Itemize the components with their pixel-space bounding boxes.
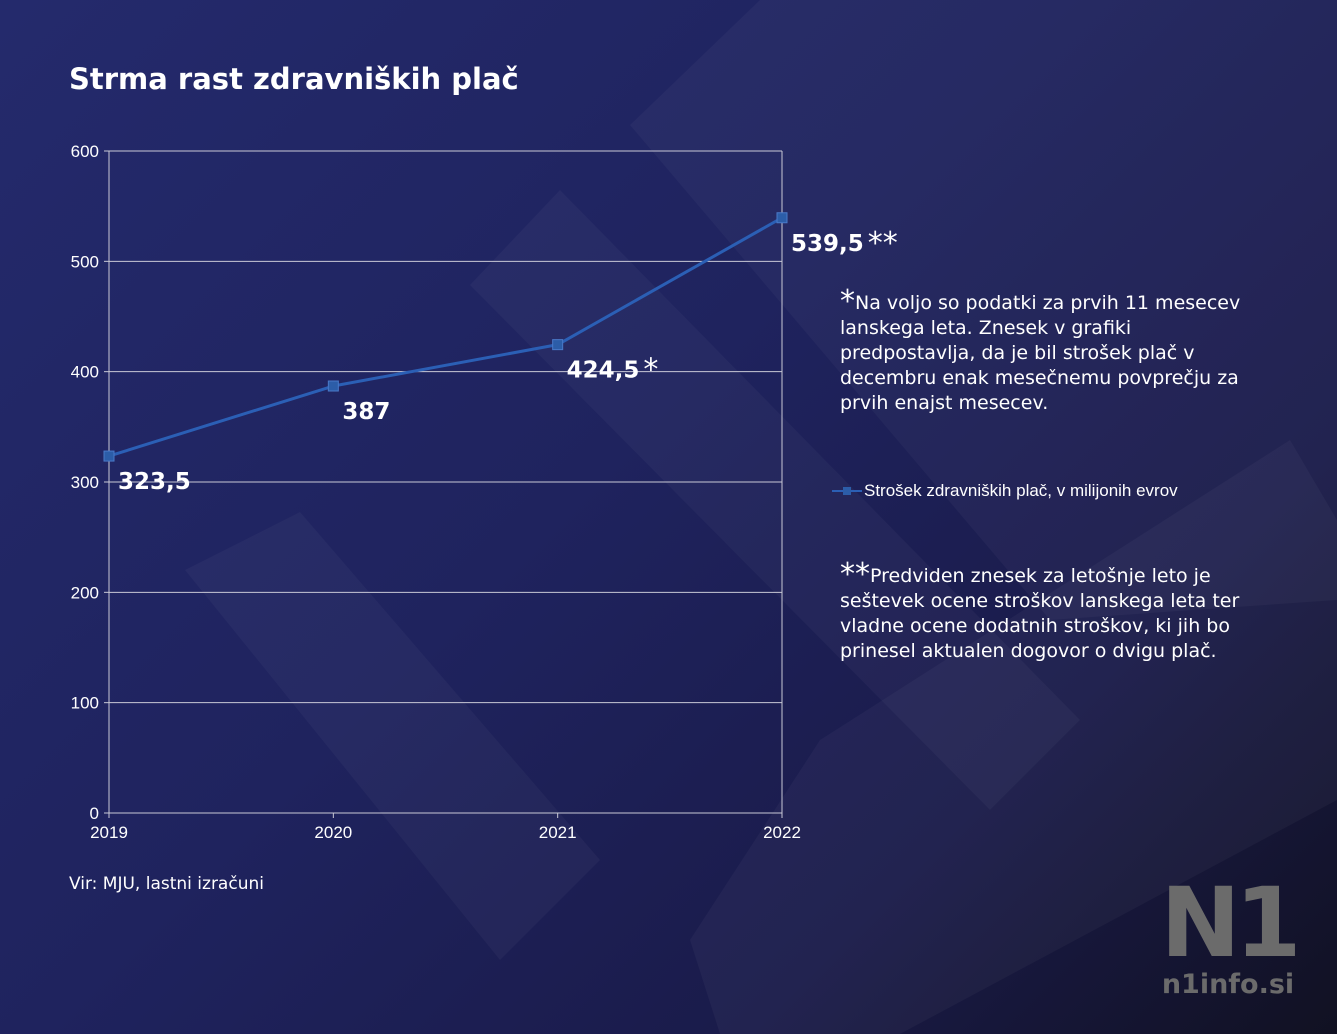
data-label: 539,5 ** — [791, 226, 898, 261]
data-point — [103, 450, 115, 462]
y-tick-label: 500 — [71, 252, 99, 271]
x-tick-label: 2019 — [90, 823, 128, 842]
x-tick-label: 2020 — [314, 823, 352, 842]
y-tick-label: 100 — [71, 694, 99, 713]
brand-url: n1info.si — [1161, 969, 1295, 1000]
x-tick-label: 2022 — [763, 823, 801, 842]
footnote-1-marker: * — [840, 284, 855, 319]
axes — [104, 150, 783, 818]
data-label-marker: * — [643, 353, 658, 388]
y-tick-labels: 0 100 200 300 400 500 600 — [71, 142, 99, 823]
footnote-1-text: Na voljo so podatki za prvih 11 mesecev … — [840, 292, 1241, 414]
data-label: 424,5 * — [567, 353, 659, 388]
legend-label: Strošek zdravniških plač, v milijonih ev… — [864, 481, 1178, 500]
data-label: 323,5 — [118, 469, 191, 495]
footnote-2-text: Predviden znesek za letošnje leto je seš… — [840, 565, 1240, 662]
legend-line-marker-icon — [832, 485, 862, 497]
chart-title: Strma rast zdravniških plač — [69, 62, 519, 96]
x-tick-labels: 2019 2020 2021 2022 — [90, 823, 801, 842]
data-label: 387 — [342, 399, 390, 425]
x-tick-label: 2021 — [539, 823, 577, 842]
data-point — [327, 380, 339, 392]
legend: Strošek zdravniških plač, v milijonih ev… — [832, 481, 1178, 501]
series-line — [108, 216, 783, 458]
y-tick-label: 600 — [71, 142, 99, 161]
y-tick-label: 0 — [90, 804, 99, 823]
data-label-marker: ** — [868, 226, 898, 261]
data-point — [776, 212, 788, 224]
footnote-1: *Na voljo so podatki za prvih 11 mesecev… — [840, 287, 1260, 416]
y-tick-label: 200 — [71, 583, 99, 602]
y-tick-label: 400 — [71, 363, 99, 382]
grid-lines — [109, 150, 782, 704]
source-note: Vir: MJU, lastni izračuni — [69, 874, 264, 894]
series-layer — [103, 212, 788, 462]
data-point — [552, 339, 564, 351]
n1-logo: N1 n1info.si — [1158, 867, 1301, 1000]
data-labels: 323,5 387 424,5 * 539,5 ** — [118, 226, 898, 495]
footnote-2: **Predviden znesek za letošnje leto je s… — [840, 560, 1260, 664]
footnote-2-marker: ** — [840, 557, 870, 592]
y-tick-label: 300 — [71, 473, 99, 492]
brand-logo-text: N1 — [1160, 867, 1301, 979]
